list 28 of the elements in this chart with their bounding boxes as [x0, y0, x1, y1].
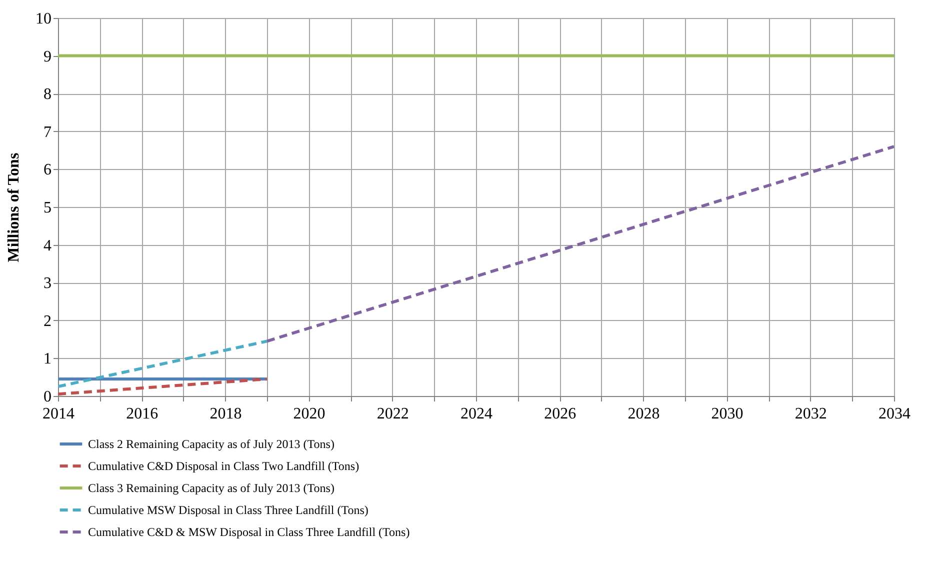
legend-label: Cumulative C&D Disposal in Class Two Landfill (Tons)	[88, 459, 360, 473]
y-tick-label: 9	[44, 48, 52, 66]
y-tick-label: 3	[44, 275, 52, 292]
x-tick-label: 2020	[293, 406, 326, 422]
x-tick-label: 2032	[794, 406, 827, 422]
x-tick-label: 2026	[544, 406, 576, 422]
legend-label: Class 2 Remaining Capacity as of July 2013 (Tons)	[88, 437, 334, 451]
x-tick-label: 2014	[42, 406, 74, 422]
legend-label: Class 3 Remaining Capacity as of July 2013 (Tons)	[88, 481, 334, 495]
x-tick-label: 2022	[376, 406, 409, 422]
x-tick-label: 2024	[460, 406, 492, 422]
x-tick-label: 2028	[628, 406, 660, 422]
y-tick-label: 6	[44, 162, 52, 179]
y-tick-label: 0	[44, 388, 52, 406]
x-tick-label: 2018	[210, 406, 242, 422]
y-tick-label: 1	[44, 350, 52, 368]
x-tick-label: 2016	[126, 406, 158, 422]
y-tick-label: 7	[44, 124, 52, 141]
y-tick-label: 8	[44, 86, 52, 104]
y-axis-title: Millions of Tons	[6, 152, 22, 262]
legend-label: Cumulative MSW Disposal in Class Three Landfill (Tons)	[88, 503, 368, 517]
legend-label: Cumulative C&D & MSW Disposal in Class Three Landfill (Tons)	[88, 525, 410, 539]
x-tick-label: 2034	[878, 406, 910, 422]
y-tick-label: 10	[36, 10, 52, 28]
y-tick-label: 4	[44, 237, 52, 254]
y-tick-label: 2	[44, 312, 52, 330]
x-tick-label: 2030	[711, 406, 744, 422]
y-tick-label: 5	[44, 200, 52, 216]
